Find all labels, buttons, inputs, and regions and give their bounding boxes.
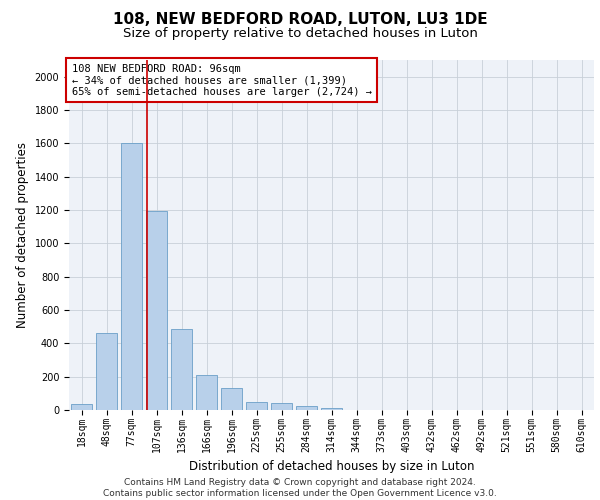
Bar xyxy=(321,408,342,410)
Text: Size of property relative to detached houses in Luton: Size of property relative to detached ho… xyxy=(122,28,478,40)
X-axis label: Distribution of detached houses by size in Luton: Distribution of detached houses by size … xyxy=(189,460,474,473)
Bar xyxy=(146,211,167,410)
Bar xyxy=(171,329,192,410)
Bar xyxy=(121,144,142,410)
Bar xyxy=(71,404,92,410)
Text: 108, NEW BEDFORD ROAD, LUTON, LU3 1DE: 108, NEW BEDFORD ROAD, LUTON, LU3 1DE xyxy=(113,12,487,28)
Bar xyxy=(196,375,217,410)
Text: Contains HM Land Registry data © Crown copyright and database right 2024.
Contai: Contains HM Land Registry data © Crown c… xyxy=(103,478,497,498)
Bar xyxy=(296,406,317,410)
Y-axis label: Number of detached properties: Number of detached properties xyxy=(16,142,29,328)
Bar xyxy=(271,404,292,410)
Bar xyxy=(246,402,267,410)
Bar xyxy=(221,388,242,410)
Text: 108 NEW BEDFORD ROAD: 96sqm
← 34% of detached houses are smaller (1,399)
65% of : 108 NEW BEDFORD ROAD: 96sqm ← 34% of det… xyxy=(71,64,371,96)
Bar xyxy=(96,334,117,410)
